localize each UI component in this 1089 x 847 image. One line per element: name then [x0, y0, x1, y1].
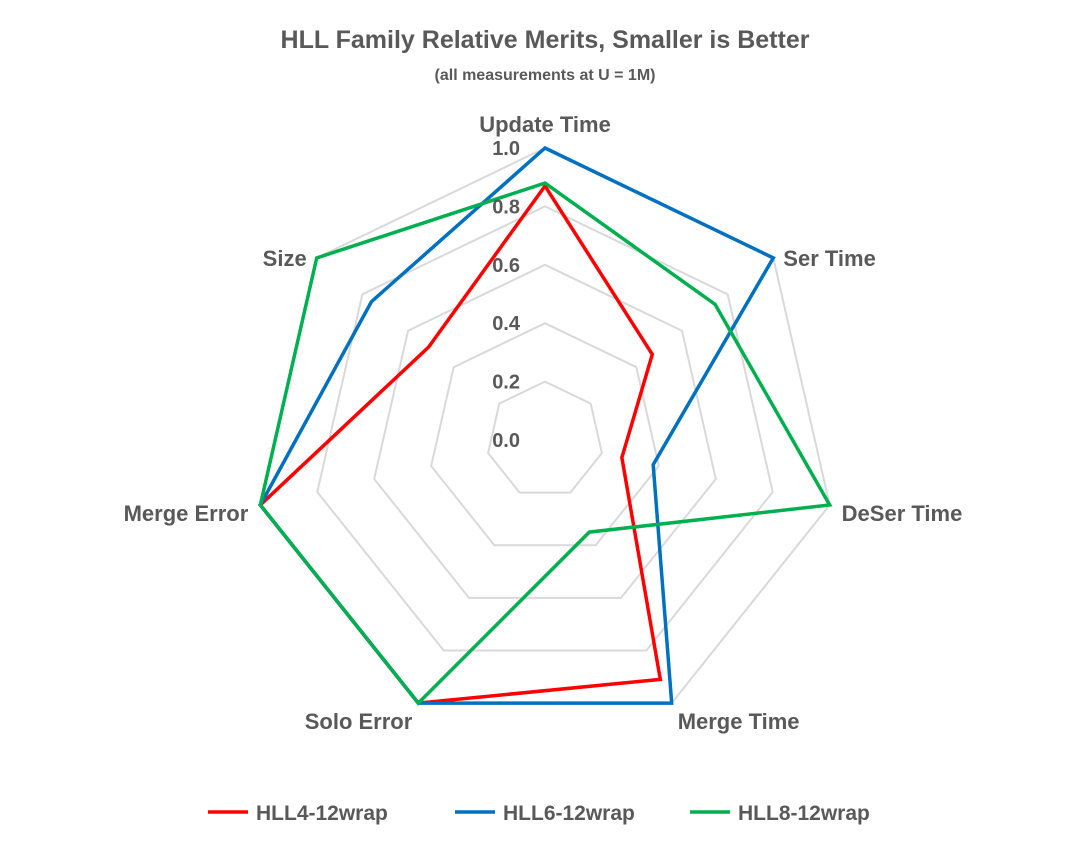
- tick-label: 0.8: [492, 196, 520, 218]
- legend-label: HLL8-12wrap: [738, 802, 870, 825]
- tick-label: 1.0: [492, 138, 520, 160]
- axis-labels: Update Time Ser Time DeSer Time Merge Time S…: [124, 112, 963, 734]
- grid-ring: [430, 322, 660, 547]
- grid-ring: [373, 263, 717, 599]
- series-line-HLL4-12wrap: [257, 182, 663, 705]
- radar-series: [257, 145, 833, 706]
- chart-subtitle: (all measurements at U = 1M): [435, 67, 656, 84]
- legend-label: HLL6-12wrap: [503, 802, 635, 825]
- grid-ring: [486, 380, 604, 494]
- legend-item: HLL6-12wrap: [455, 802, 635, 825]
- axis-label: Solo Error: [305, 709, 413, 734]
- axis-label: Ser Time: [783, 246, 876, 271]
- legend-item: HLL4-12wrap: [208, 802, 388, 825]
- legend-item: HLL8-12wrap: [690, 802, 870, 825]
- axis-label: Merge Error: [124, 501, 249, 526]
- chart-title: HLL Family Relative Merits, Smaller is B…: [281, 26, 810, 54]
- axis-label: DeSer Time: [842, 501, 963, 526]
- tick-label: 0.6: [492, 255, 520, 277]
- axis-label: Merge Time: [678, 709, 800, 734]
- tick-label: 0.0: [492, 430, 520, 452]
- tick-label: 0.2: [492, 372, 520, 394]
- axis-label: Size: [263, 246, 307, 271]
- grid-ring: [316, 205, 774, 652]
- axis-label: Update Time: [479, 112, 611, 137]
- radial-tick-labels: 0.0 0.2 0.4 0.6 0.8 1.0: [492, 138, 521, 452]
- series-line-HLL8-12wrap: [258, 181, 833, 706]
- tick-label: 0.4: [492, 313, 521, 335]
- legend: HLL4-12wrap HLL6-12wrap HLL8-12wrap: [208, 802, 870, 825]
- legend-label: HLL4-12wrap: [256, 802, 388, 825]
- series-line-HLL6-12wrap: [258, 145, 776, 705]
